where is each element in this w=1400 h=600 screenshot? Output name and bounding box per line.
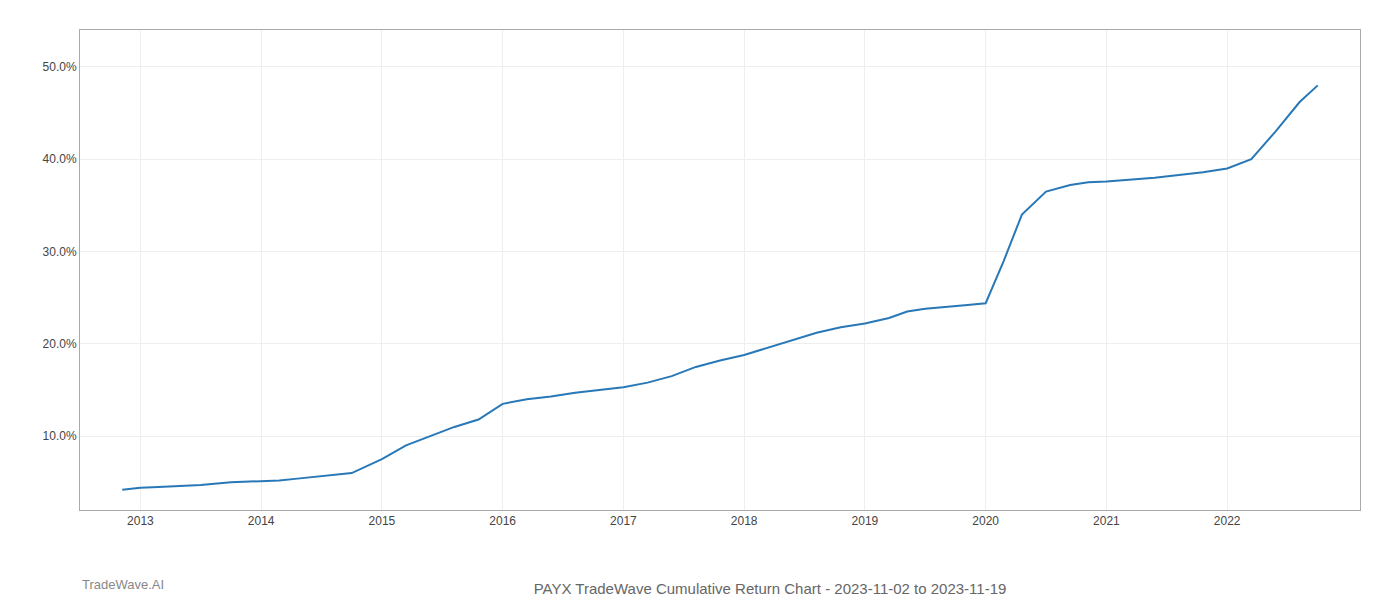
svg-text:2013: 2013 [127, 514, 154, 528]
svg-text:2021: 2021 [1093, 514, 1120, 528]
svg-text:2019: 2019 [852, 514, 879, 528]
svg-text:2020: 2020 [972, 514, 999, 528]
svg-text:2014: 2014 [248, 514, 275, 528]
svg-text:2016: 2016 [489, 514, 516, 528]
svg-text:20.0%: 20.0% [43, 337, 77, 351]
svg-text:10.0%: 10.0% [43, 429, 77, 443]
svg-text:2018: 2018 [731, 514, 758, 528]
svg-text:40.0%: 40.0% [43, 152, 77, 166]
svg-text:50.0%: 50.0% [43, 60, 77, 74]
svg-text:TradeWave.AI: TradeWave.AI [82, 577, 164, 592]
svg-text:2015: 2015 [369, 514, 396, 528]
svg-text:2017: 2017 [610, 514, 637, 528]
svg-text:30.0%: 30.0% [43, 245, 77, 259]
svg-text:PAYX TradeWave Cumulative Retu: PAYX TradeWave Cumulative Return Chart -… [534, 580, 1007, 597]
svg-text:2022: 2022 [1214, 514, 1241, 528]
